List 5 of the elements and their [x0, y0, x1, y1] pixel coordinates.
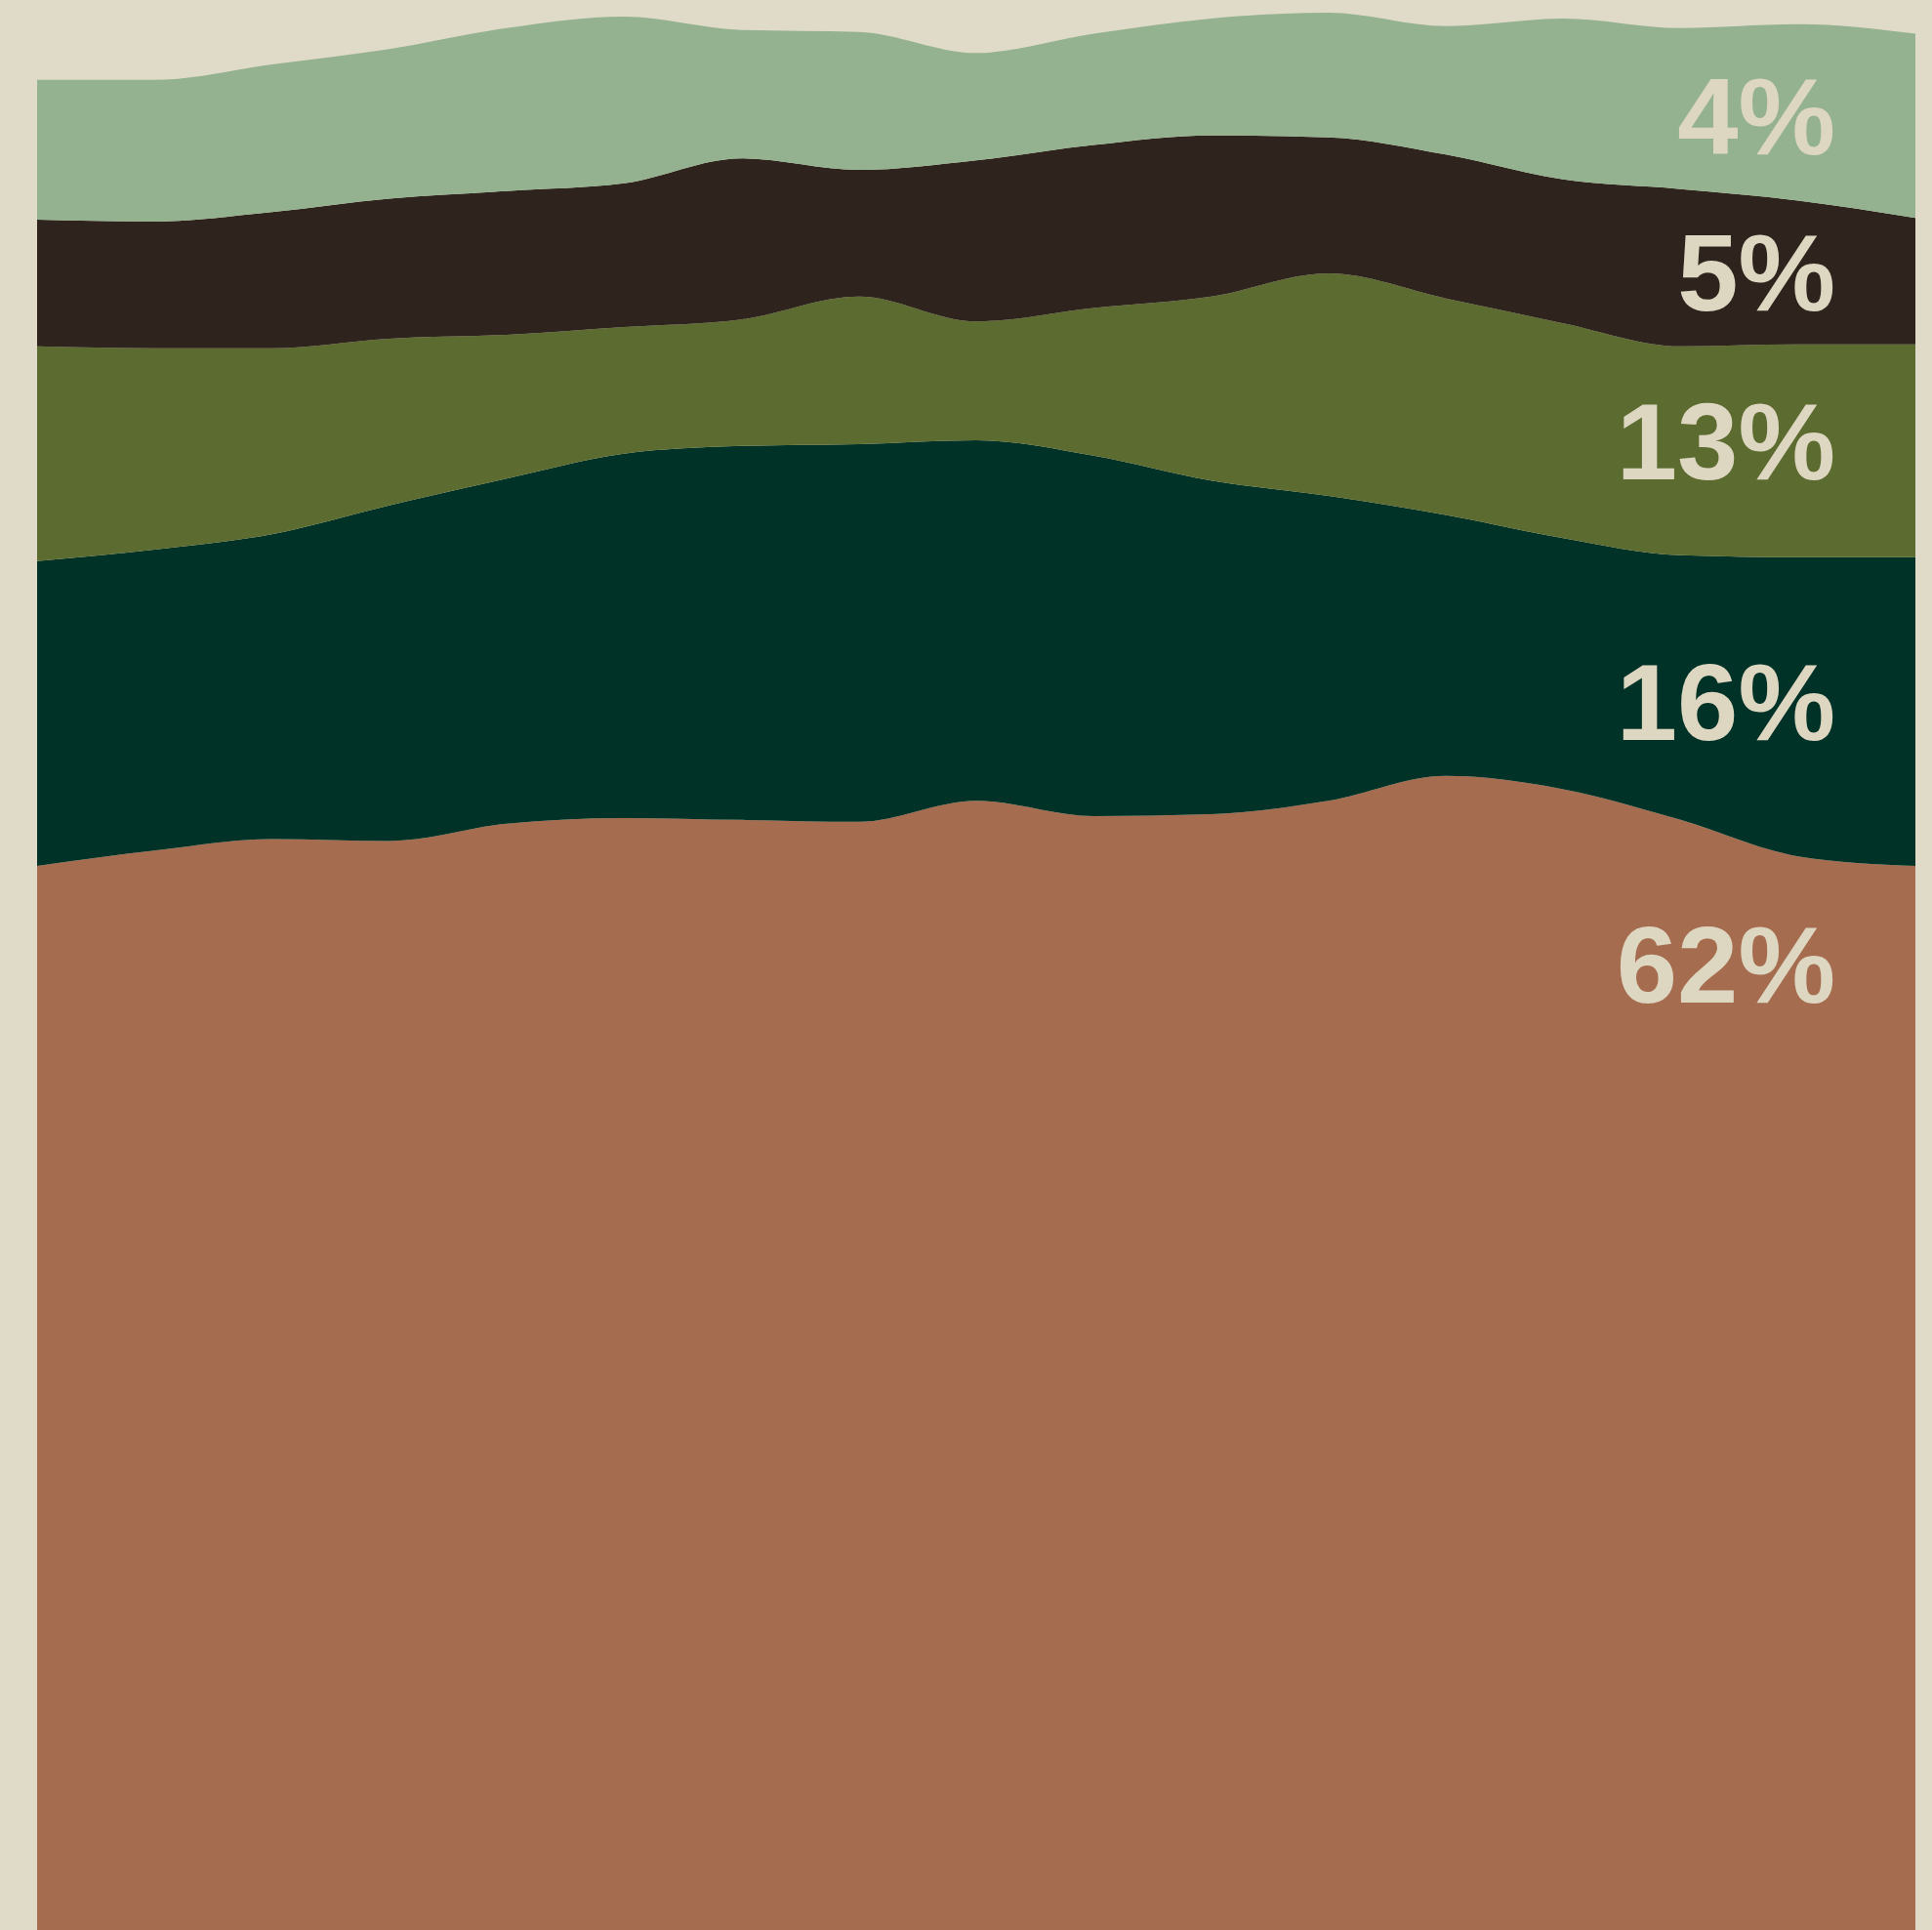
annotation: 5% — [1677, 211, 1835, 334]
annotation: 4% — [1677, 56, 1835, 179]
annotation: 62% — [1616, 903, 1835, 1026]
annotation: 13% — [1616, 381, 1835, 504]
annotation: 16% — [1616, 641, 1835, 764]
